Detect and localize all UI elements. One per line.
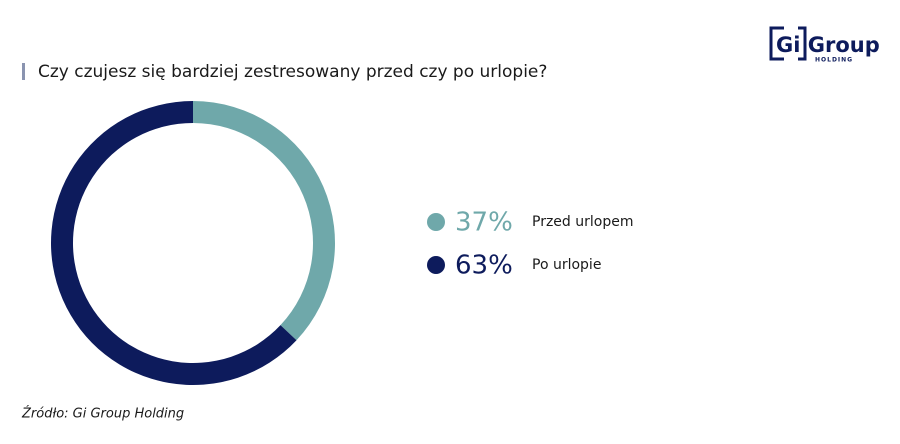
logo-name: Gi Group xyxy=(776,33,880,57)
donut-segment xyxy=(51,101,297,386)
chart-title: Czy czujesz się bardziej zestresowany pr… xyxy=(38,62,547,82)
legend-marker xyxy=(427,213,445,231)
legend-label: Po urlopie xyxy=(532,257,601,273)
logo-frame xyxy=(769,26,807,61)
logo-sub: HOLDING xyxy=(815,57,853,64)
legend-label: Przed urlopem xyxy=(532,214,633,230)
value-label: 63% xyxy=(455,251,513,281)
value-label: 37% xyxy=(455,208,513,238)
title-accent xyxy=(22,63,25,80)
source: Źródło: Gi Group Holding xyxy=(21,406,184,422)
legend-marker xyxy=(427,256,445,274)
donut-segment xyxy=(193,101,335,341)
